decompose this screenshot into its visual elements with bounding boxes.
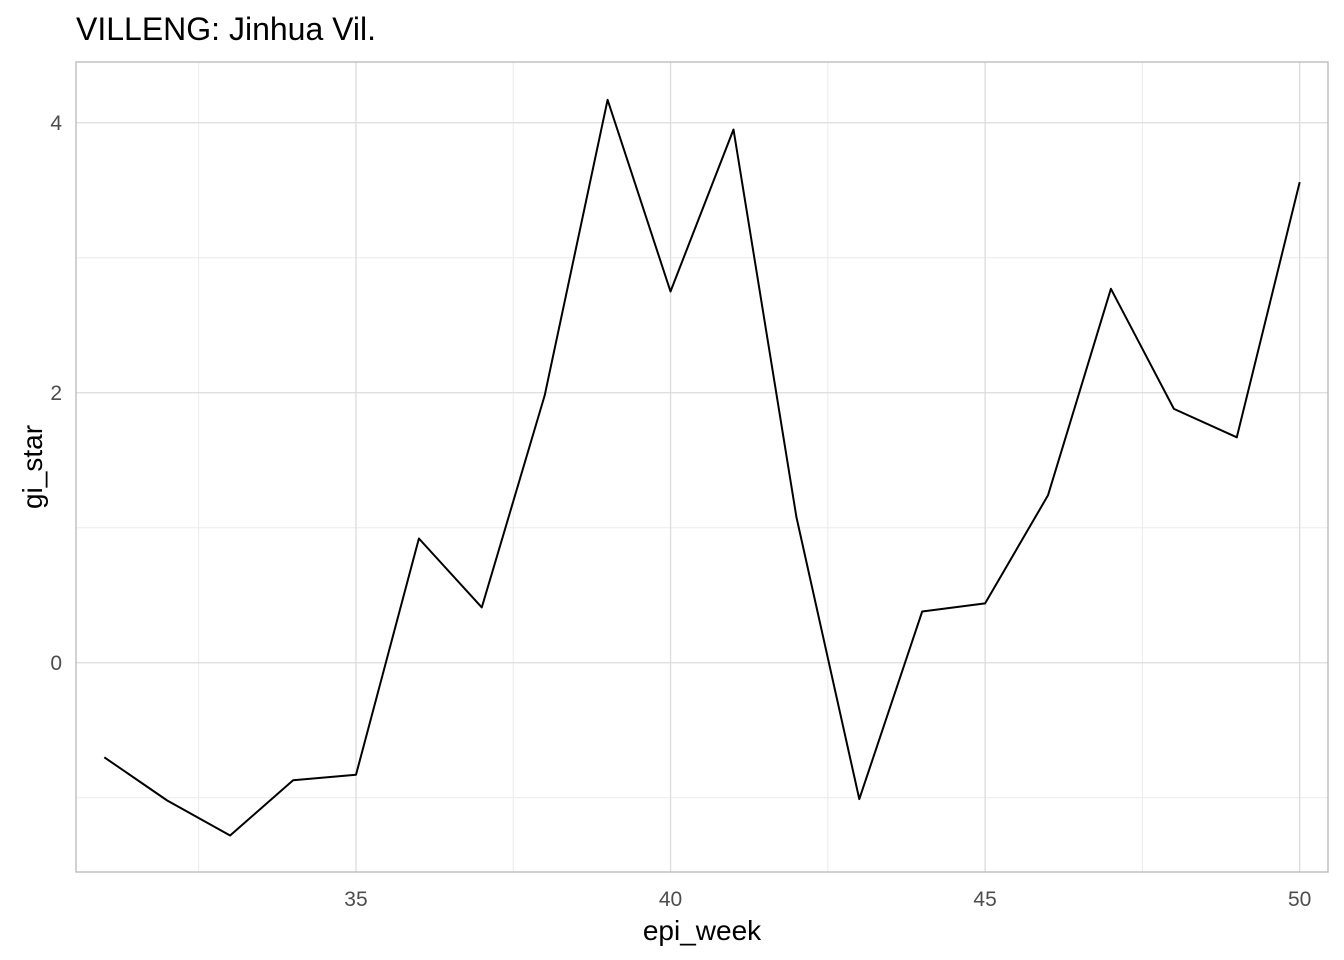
x-axis-title: epi_week [643,915,762,946]
y-tick-label: 0 [50,652,62,675]
plot-panel [75,61,1329,873]
chart-title: VILLENG: Jinhua Vil. [76,11,376,47]
major-gridlines [76,62,1328,872]
y-tick-label: 2 [50,382,62,405]
series-layer [103,98,1301,837]
series-line [103,98,1301,837]
x-tick-label: 40 [659,888,682,911]
x-tick-label: 45 [973,888,996,911]
x-tick-label: 35 [344,888,367,911]
y-axis-ticks: 0 2 4 [50,112,62,675]
x-axis-ticks: 35 40 45 50 [344,888,1311,911]
y-tick-label: 4 [50,112,62,135]
x-tick-label: 50 [1288,888,1311,911]
y-axis-title: gi_star [17,425,48,509]
minor-gridlines [76,62,1328,872]
